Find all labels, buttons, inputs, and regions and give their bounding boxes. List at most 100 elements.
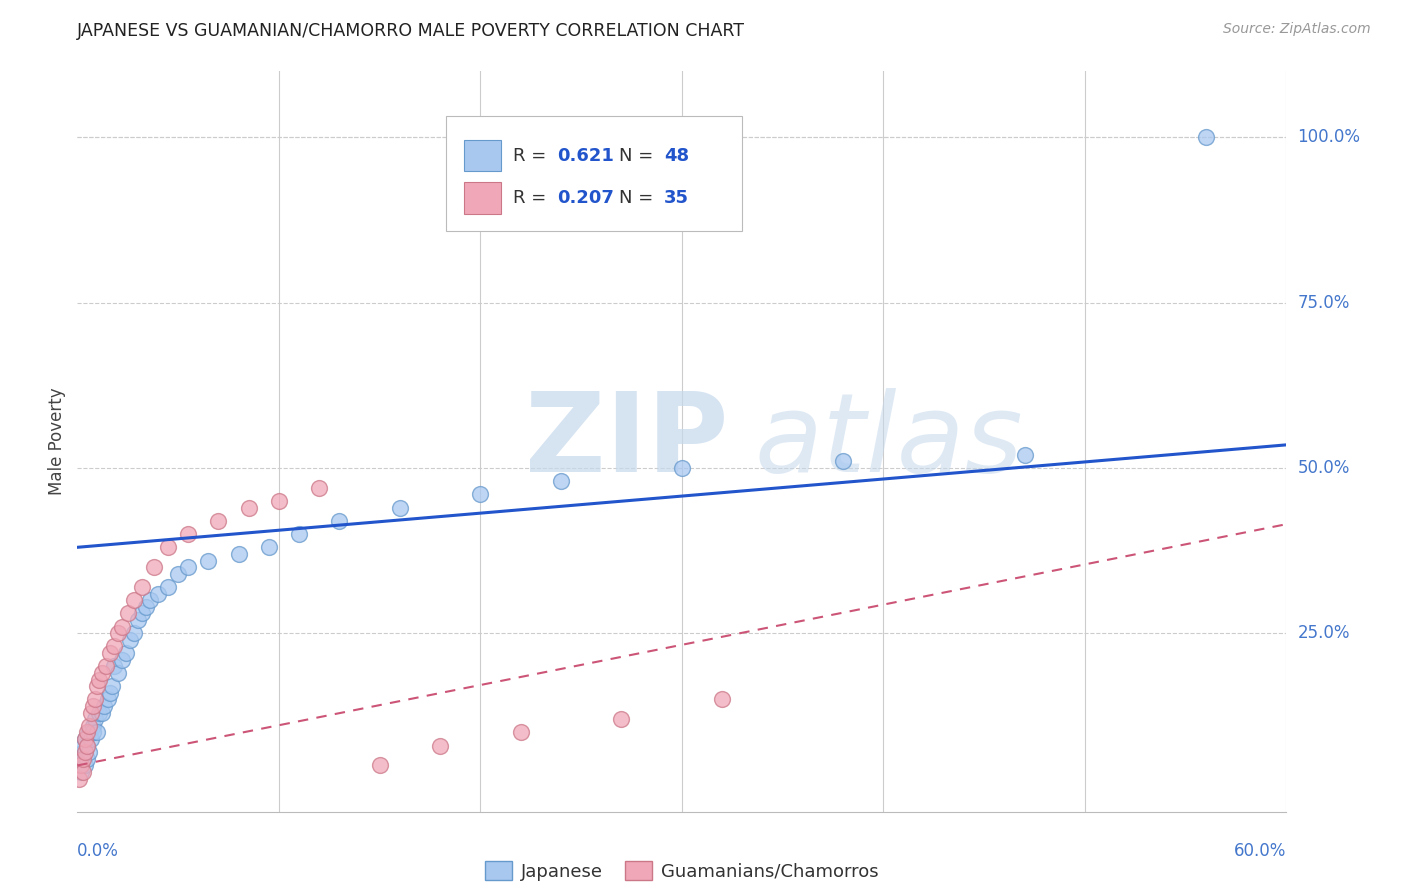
Point	[122, 626, 145, 640]
Point	[75, 758, 97, 772]
Point	[67, 758, 90, 772]
Text: 0.207: 0.207	[557, 189, 614, 207]
Text: 75.0%: 75.0%	[1298, 293, 1350, 311]
Point	[122, 593, 145, 607]
Point	[610, 712, 633, 726]
Point	[98, 646, 121, 660]
FancyBboxPatch shape	[446, 116, 742, 230]
Point	[80, 706, 103, 720]
Point	[75, 731, 97, 746]
Point	[167, 566, 190, 581]
Point	[72, 745, 94, 759]
Point	[79, 745, 101, 759]
Text: N =: N =	[619, 189, 659, 207]
Point	[79, 725, 101, 739]
Text: 0.0%: 0.0%	[77, 842, 120, 860]
Point	[117, 607, 139, 621]
Point	[72, 752, 94, 766]
Point	[429, 739, 451, 753]
Point	[114, 646, 136, 660]
Point	[1014, 448, 1036, 462]
Point	[111, 653, 134, 667]
Point	[70, 752, 93, 766]
Point	[82, 725, 104, 739]
Point	[84, 692, 107, 706]
Point	[288, 527, 311, 541]
Text: JAPANESE VS GUAMANIAN/CHAMORRO MALE POVERTY CORRELATION CHART: JAPANESE VS GUAMANIAN/CHAMORRO MALE POVE…	[77, 22, 745, 40]
Point	[135, 599, 157, 614]
Text: 35: 35	[664, 189, 689, 207]
Point	[142, 560, 165, 574]
Point	[93, 698, 115, 713]
Point	[86, 679, 108, 693]
Point	[550, 474, 572, 488]
Point	[671, 461, 693, 475]
Point	[84, 712, 107, 726]
Text: R =: R =	[513, 189, 551, 207]
Point	[308, 481, 330, 495]
Point	[94, 659, 117, 673]
Point	[177, 527, 200, 541]
Point	[72, 739, 94, 753]
Point	[328, 514, 350, 528]
Point	[98, 686, 121, 700]
Point	[131, 607, 153, 621]
Point	[257, 541, 280, 555]
Y-axis label: Male Poverty: Male Poverty	[48, 388, 66, 495]
Point	[131, 580, 153, 594]
Text: 0.621: 0.621	[557, 147, 614, 165]
Point	[89, 673, 111, 687]
Point	[89, 706, 111, 720]
Point	[388, 500, 411, 515]
Point	[127, 613, 149, 627]
Point	[100, 679, 122, 693]
Point	[90, 665, 112, 680]
Point	[139, 593, 162, 607]
Point	[76, 725, 98, 739]
FancyBboxPatch shape	[464, 140, 501, 171]
Point	[76, 752, 98, 766]
Point	[157, 541, 180, 555]
Point	[72, 765, 94, 780]
Point	[76, 739, 98, 753]
Point	[103, 659, 125, 673]
Point	[1195, 130, 1218, 145]
Point	[197, 553, 219, 567]
Text: 100.0%: 100.0%	[1298, 128, 1361, 146]
Point	[70, 765, 93, 780]
Point	[86, 725, 108, 739]
Point	[75, 731, 97, 746]
Point	[107, 626, 129, 640]
Point	[509, 725, 531, 739]
Point	[832, 454, 855, 468]
Point	[177, 560, 200, 574]
Point	[207, 514, 229, 528]
Point	[76, 739, 98, 753]
Text: R =: R =	[513, 147, 551, 165]
Point	[96, 692, 118, 706]
Point	[267, 494, 290, 508]
Point	[82, 719, 104, 733]
Point	[70, 758, 93, 772]
Point	[146, 586, 169, 600]
Legend: Japanese, Guamanians/Chamorros: Japanese, Guamanians/Chamorros	[478, 854, 886, 888]
Text: Source: ZipAtlas.com: Source: ZipAtlas.com	[1223, 22, 1371, 37]
Text: ZIP: ZIP	[524, 388, 728, 495]
Text: 25.0%: 25.0%	[1298, 624, 1350, 642]
Point	[107, 665, 129, 680]
Text: 60.0%: 60.0%	[1234, 842, 1286, 860]
Point	[157, 580, 180, 594]
Point	[82, 698, 104, 713]
Text: atlas: atlas	[755, 388, 1024, 495]
Point	[711, 692, 734, 706]
Point	[368, 758, 391, 772]
Point	[470, 487, 492, 501]
Text: N =: N =	[619, 147, 659, 165]
Point	[79, 719, 101, 733]
Point	[80, 731, 103, 746]
Point	[228, 547, 250, 561]
Point	[90, 706, 112, 720]
Point	[238, 500, 260, 515]
Point	[111, 619, 134, 633]
Text: 48: 48	[664, 147, 689, 165]
